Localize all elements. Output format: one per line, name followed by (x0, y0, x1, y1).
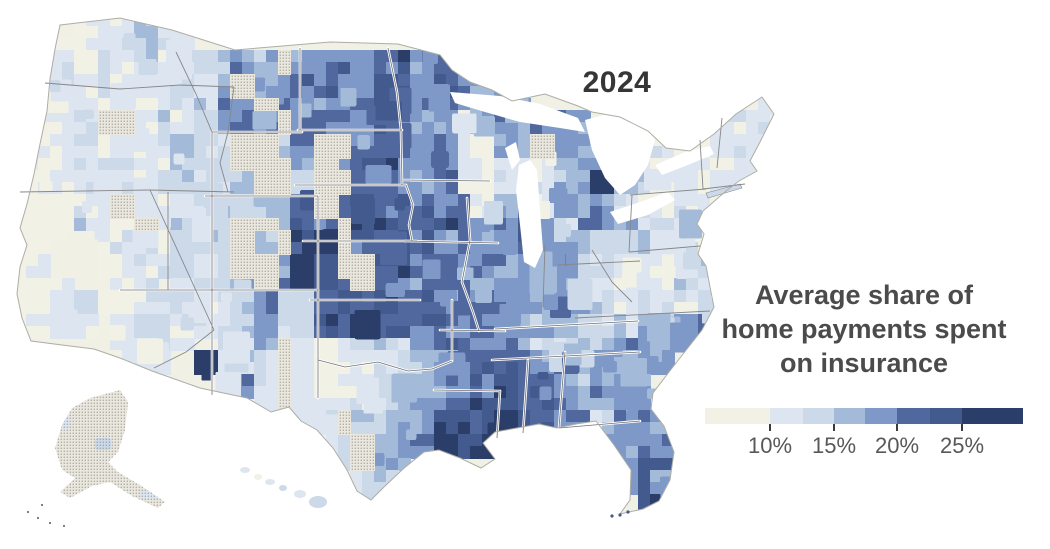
legend-swatch (865, 408, 897, 424)
legend-tick-label: 25% (939, 433, 985, 458)
aleutian-island-dot (40, 503, 44, 507)
legend-swatch (834, 408, 865, 424)
legend-swatch (770, 408, 803, 424)
legend-swatch (930, 408, 962, 424)
legend-tick (961, 424, 963, 431)
aleutian-island-dot (62, 524, 66, 528)
long-island (705, 183, 743, 199)
legend-tick (769, 424, 771, 431)
legend-swatch (705, 408, 770, 424)
florida-keys-dot (610, 514, 614, 518)
legend-title-line: home payments spent (721, 314, 1007, 344)
legend-title-line: on insurance (779, 348, 949, 378)
legend-swatch (962, 408, 1023, 424)
aleutian-island-dot (48, 521, 52, 525)
legend-tick-label: 20% (874, 433, 920, 458)
legend-tick (833, 424, 835, 431)
aleutian-island-dot (36, 516, 40, 520)
alaska-inset (55, 390, 165, 508)
legend-title: Average share of home payments spent on … (694, 278, 1034, 380)
legend-tick-label: 15% (811, 433, 857, 458)
hawaii-inset (240, 467, 327, 508)
state-borders (19, 46, 746, 440)
florida-keys-dot (618, 513, 622, 517)
legend-swatch (803, 408, 834, 424)
florida-keys-dot (626, 510, 630, 514)
aleutian-island-dot (26, 510, 30, 514)
legend-swatch (897, 408, 930, 424)
legend-tick (896, 424, 898, 431)
legend-tick-label: 10% (747, 433, 793, 458)
legend-colorbar (705, 408, 1023, 424)
legend-title-line: Average share of (754, 280, 974, 310)
great-lakes (450, 92, 714, 268)
legend: Average share of home payments spent on … (694, 278, 1034, 458)
year-label: 2024 (582, 66, 652, 99)
